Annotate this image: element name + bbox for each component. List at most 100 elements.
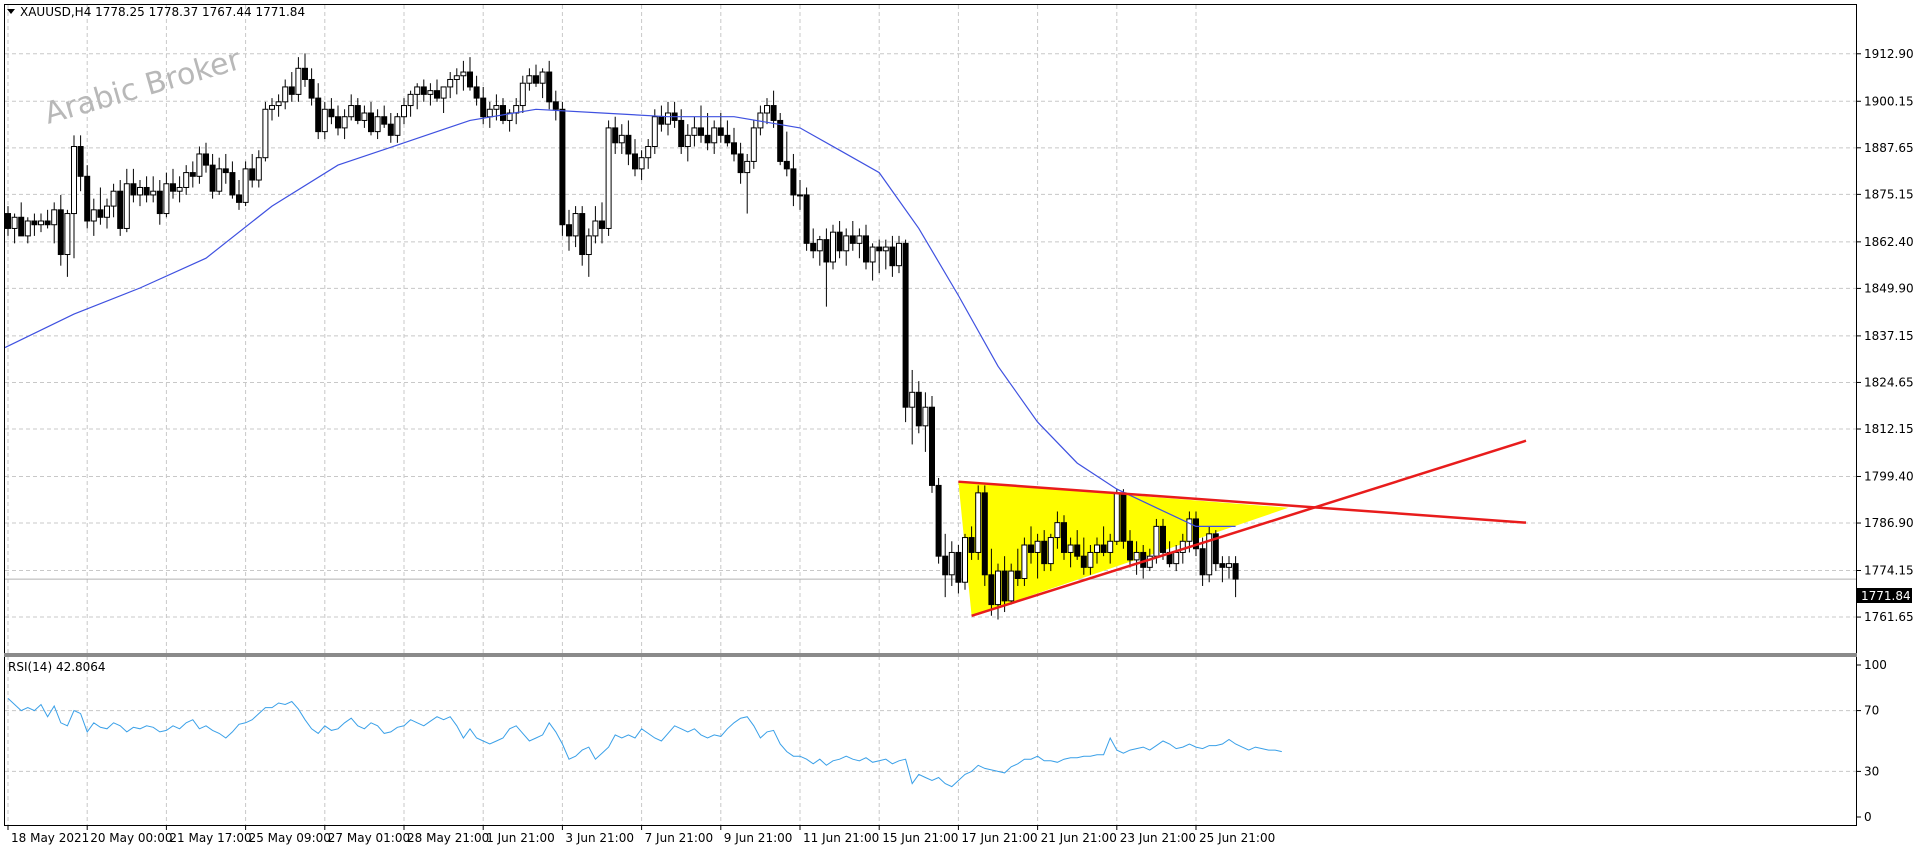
candle bbox=[770, 90, 777, 128]
candle-body-bear bbox=[1219, 563, 1226, 568]
candle bbox=[130, 168, 137, 203]
candle-body-bear bbox=[889, 246, 896, 267]
candle-body-bull bbox=[1179, 540, 1186, 553]
candle bbox=[902, 239, 909, 423]
candle bbox=[453, 68, 460, 95]
candle-body-bull bbox=[1008, 570, 1015, 602]
candle-body-bull bbox=[665, 112, 671, 125]
candle bbox=[1067, 537, 1074, 568]
candle-body-bear bbox=[368, 112, 374, 133]
candle bbox=[988, 548, 995, 616]
candle-body-bear bbox=[1080, 555, 1087, 568]
candle bbox=[922, 392, 929, 452]
candle bbox=[1206, 526, 1213, 583]
time-tick-label: 1 Jun 21:00 bbox=[486, 831, 555, 845]
candle bbox=[321, 101, 328, 140]
candle-body-bear bbox=[968, 537, 975, 553]
price-tick-label: 1774.15 bbox=[1864, 564, 1914, 578]
candle-body-bull bbox=[110, 190, 117, 207]
candle bbox=[869, 243, 876, 281]
candle-body-bull bbox=[51, 209, 58, 226]
candle bbox=[724, 120, 731, 147]
candle-body-bear bbox=[467, 71, 473, 88]
candle bbox=[783, 131, 790, 177]
candle bbox=[295, 57, 302, 102]
candle bbox=[882, 239, 889, 270]
candle-body-bull bbox=[341, 116, 348, 129]
candle-body-bull bbox=[750, 127, 757, 162]
candle-body-bull bbox=[242, 168, 249, 203]
candle bbox=[110, 183, 117, 218]
candle-body-bull bbox=[744, 160, 751, 174]
candle-body-bull bbox=[605, 127, 612, 229]
candle-body-bear bbox=[803, 194, 810, 244]
candle bbox=[803, 187, 810, 251]
candle-body-bull bbox=[592, 220, 599, 237]
candle bbox=[1028, 526, 1034, 564]
candle bbox=[579, 206, 586, 266]
candle bbox=[1061, 515, 1067, 560]
candle-body-bull bbox=[374, 116, 381, 133]
time-tick-label: 28 May 21:00 bbox=[407, 831, 489, 845]
axes: 1912.90 1900.15 1887.65 1875.15 1862.40 1849.… bbox=[7, 47, 1914, 845]
candle-body-bear bbox=[929, 406, 935, 486]
candle-body-bull bbox=[348, 105, 355, 118]
candle-body-bull bbox=[962, 537, 968, 583]
symbol-dropdown-icon[interactable] bbox=[7, 9, 15, 14]
candle-body-bull bbox=[414, 86, 421, 95]
candle bbox=[968, 526, 975, 560]
candle-body-bull bbox=[427, 90, 434, 95]
candle bbox=[889, 235, 896, 277]
candle bbox=[1133, 541, 1140, 575]
candle bbox=[84, 165, 91, 229]
candle bbox=[473, 75, 480, 106]
candle bbox=[31, 213, 38, 236]
candle-body-bear bbox=[143, 186, 150, 196]
candle-body-bull bbox=[176, 186, 183, 192]
candle-body-bear bbox=[823, 239, 830, 263]
candle bbox=[592, 206, 599, 244]
price-tick-label: 1862.40 bbox=[1864, 235, 1914, 249]
candle bbox=[222, 153, 229, 184]
candle bbox=[1232, 556, 1239, 598]
candle bbox=[77, 135, 84, 192]
candle-body-bull bbox=[453, 75, 460, 80]
candle bbox=[302, 53, 308, 87]
candle-body-bull bbox=[196, 153, 203, 177]
current-price-tag bbox=[1857, 588, 1912, 603]
candle-body-bear bbox=[1100, 544, 1107, 553]
candle-body-bear bbox=[170, 183, 176, 192]
candle bbox=[1127, 530, 1133, 568]
candle bbox=[38, 213, 44, 233]
candle-body-bear bbox=[249, 168, 256, 181]
candle-body-bull bbox=[539, 71, 546, 84]
price-tick-label: 1812.15 bbox=[1864, 422, 1914, 436]
candle bbox=[533, 64, 539, 87]
candle-body-bull bbox=[1186, 518, 1193, 542]
price-tick-label: 1849.90 bbox=[1864, 281, 1914, 295]
candle bbox=[1219, 556, 1226, 583]
candle bbox=[361, 105, 368, 128]
candle-body-bear bbox=[77, 146, 84, 177]
candle bbox=[348, 94, 355, 121]
candle-body-bear bbox=[31, 220, 38, 226]
candle bbox=[440, 86, 447, 113]
candle bbox=[995, 563, 1001, 620]
candle-body-bear bbox=[566, 224, 572, 237]
candle-body-bear bbox=[737, 153, 744, 174]
price-tick-label: 1786.90 bbox=[1864, 516, 1914, 530]
candle-body-bull bbox=[995, 570, 1001, 606]
candle bbox=[427, 83, 434, 106]
panel-separator[interactable] bbox=[4, 653, 1857, 657]
candle-body-bull bbox=[486, 108, 493, 118]
rsi-tick-label: 70 bbox=[1864, 704, 1879, 718]
candle bbox=[519, 75, 526, 113]
price-tick-label: 1887.65 bbox=[1864, 141, 1914, 155]
candle-body-bear bbox=[117, 190, 124, 229]
candle bbox=[929, 396, 935, 493]
candle-body-bull bbox=[856, 235, 863, 244]
candle-body-bear bbox=[546, 71, 553, 103]
candle-body-bull bbox=[1054, 522, 1061, 539]
candle bbox=[189, 161, 196, 188]
